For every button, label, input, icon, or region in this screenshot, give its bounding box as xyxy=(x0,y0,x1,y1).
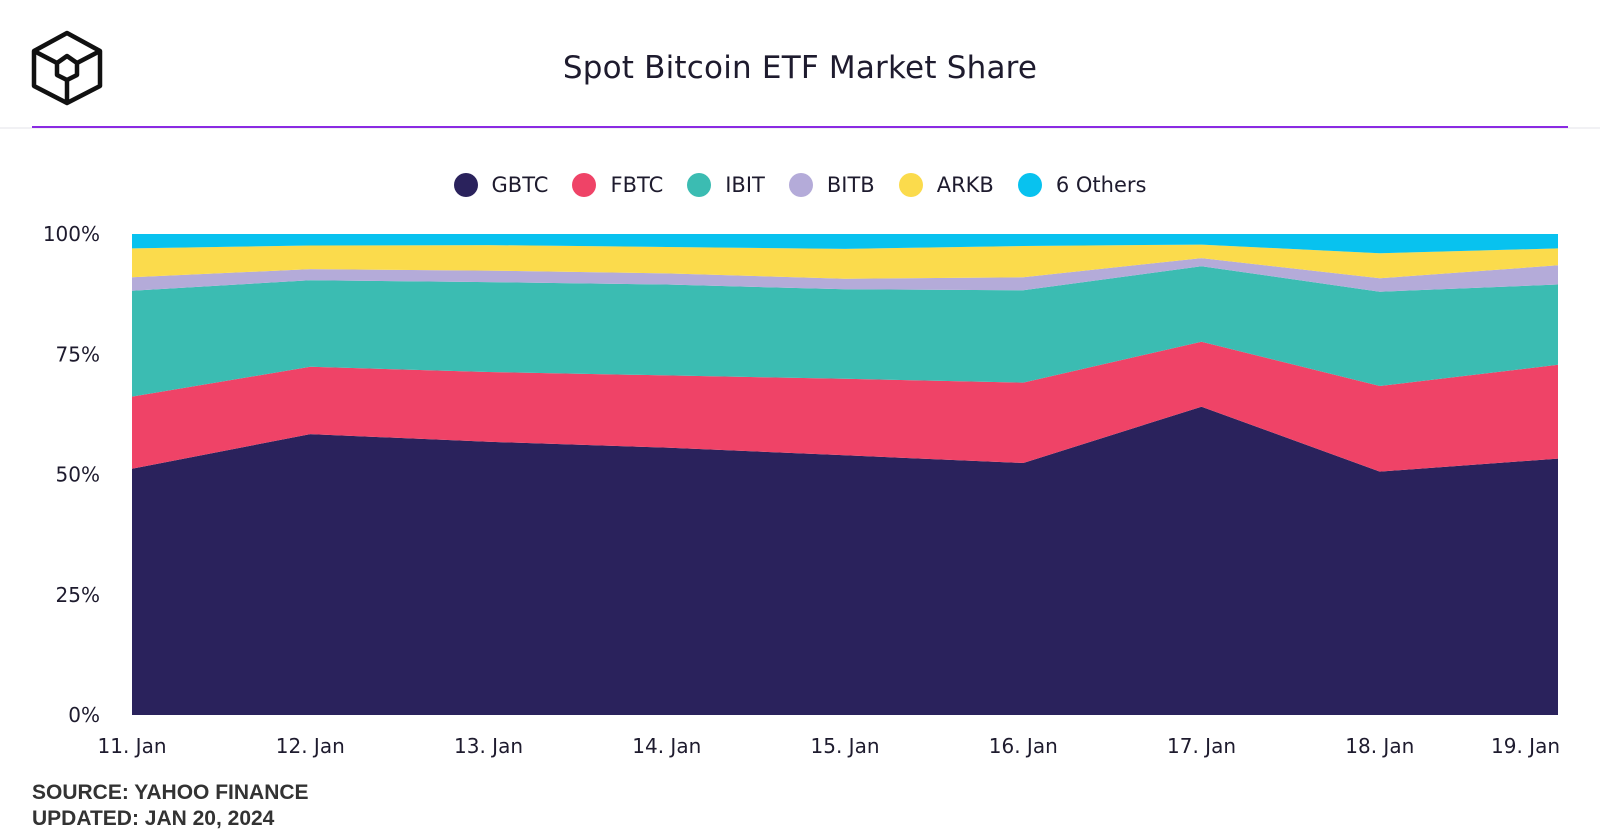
x-tick-label: 12. Jan xyxy=(276,734,345,758)
legend-item-bitb[interactable]: BITB xyxy=(788,173,875,197)
area-series-gbtc[interactable] xyxy=(132,406,1558,715)
legend-item-fbtc[interactable]: FBTC xyxy=(572,173,663,197)
area-series-ibit[interactable] xyxy=(132,266,1558,397)
x-tick-label: 17. Jan xyxy=(1167,734,1236,758)
legend-swatch xyxy=(898,173,923,197)
legend-item-arkb[interactable]: ARKB xyxy=(898,173,994,197)
x-tick-label: 14. Jan xyxy=(632,734,701,758)
updated-line: UPDATED: JAN 20, 2024 xyxy=(32,807,275,830)
legend-swatch xyxy=(453,173,478,197)
y-tick-label: 0% xyxy=(68,703,100,727)
legend-swatch xyxy=(572,173,597,197)
y-tick-label: 25% xyxy=(56,583,100,607)
legend-label: GBTC xyxy=(491,173,549,197)
source-note: SOURCE: YAHOO FINANCE UPDATED: JAN 20, 2… xyxy=(32,780,309,832)
x-tick-label: 13. Jan xyxy=(454,734,523,758)
legend-swatch xyxy=(1017,173,1042,197)
x-tick-label: 11. Jan xyxy=(98,734,167,758)
y-tick-label: 100% xyxy=(43,222,100,246)
cube-logo-icon xyxy=(31,30,103,106)
y-tick-label: 50% xyxy=(56,463,100,487)
legend-item-6-others[interactable]: 6 Others xyxy=(1017,173,1147,197)
y-tick-label: 75% xyxy=(56,342,100,366)
chart-legend: GBTC FBTC IBIT BITB ARKB 6 Others xyxy=(0,170,1600,200)
chart-title: Spot Bitcoin ETF Market Share xyxy=(562,50,1038,86)
x-tick-label: 16. Jan xyxy=(989,734,1058,758)
legend-label: IBIT xyxy=(725,173,765,197)
x-tick-label: 19. Jan xyxy=(1491,734,1560,758)
legend-swatch xyxy=(788,173,813,197)
legend-swatch xyxy=(687,173,712,197)
source-line: SOURCE: YAHOO FINANCE xyxy=(32,781,309,804)
legend-label: ARKB xyxy=(936,173,994,197)
legend-item-gbtc[interactable]: GBTC xyxy=(453,173,549,197)
area-series-bitb[interactable] xyxy=(132,258,1558,292)
x-tick-label: 18. Jan xyxy=(1345,734,1414,758)
area-series-arkb[interactable] xyxy=(132,244,1558,279)
legend-item-ibit[interactable]: IBIT xyxy=(687,173,765,197)
x-tick-label: 15. Jan xyxy=(811,734,880,758)
legend-label: FBTC xyxy=(610,173,664,197)
header: Spot Bitcoin ETF Market Share xyxy=(0,0,1600,129)
legend-label: 6 Others xyxy=(1055,173,1147,197)
header-divider xyxy=(32,126,1568,128)
area-series-fbtc[interactable] xyxy=(132,341,1558,472)
header-shadow xyxy=(0,127,1600,129)
area-series-6-others[interactable] xyxy=(132,234,1558,254)
legend-label: BITB xyxy=(826,173,875,197)
